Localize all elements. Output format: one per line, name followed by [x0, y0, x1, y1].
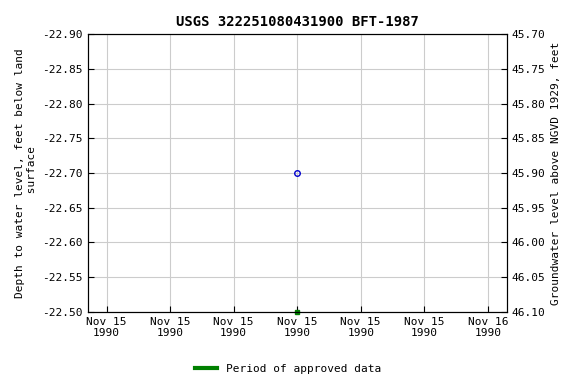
Title: USGS 322251080431900 BFT-1987: USGS 322251080431900 BFT-1987 — [176, 15, 419, 29]
Y-axis label: Depth to water level, feet below land
 surface: Depth to water level, feet below land su… — [15, 48, 37, 298]
Y-axis label: Groundwater level above NGVD 1929, feet: Groundwater level above NGVD 1929, feet — [551, 41, 561, 305]
Legend: Period of approved data: Period of approved data — [191, 359, 385, 379]
